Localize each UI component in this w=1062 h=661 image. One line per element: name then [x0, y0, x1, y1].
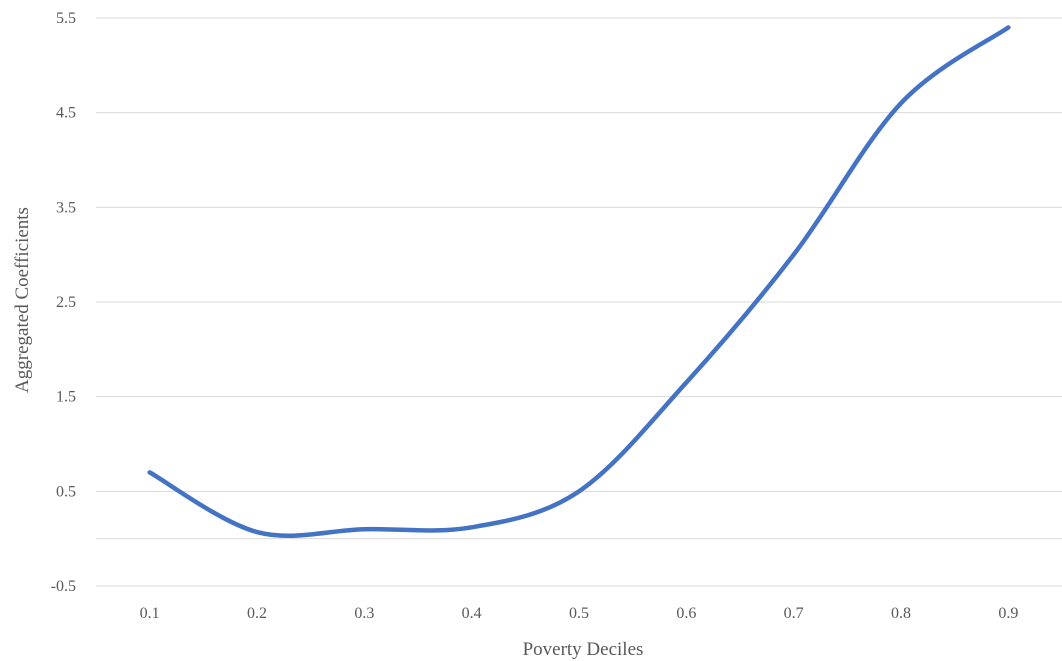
x-tick-label: 0.3: [354, 605, 374, 622]
x-tick-label: 0.1: [140, 605, 160, 622]
series-group: [147, 25, 1011, 538]
x-axis-tick-labels: 0.1 0.2 0.3 0.4 0.5 0.6 0.7 0.8 0.9: [140, 605, 1019, 622]
y-axis-tick-labels: -0.5 0.5 1.5 2.5 3.5 4.5 5.5: [51, 10, 76, 595]
y-tick-label: 0.5: [56, 483, 76, 500]
y-tick-label: -0.5: [51, 578, 76, 595]
y-tick-label: 1.5: [56, 389, 76, 406]
series-line-0: [147, 25, 1011, 538]
x-tick-label: 0.2: [247, 605, 267, 622]
x-tick-label: 0.9: [998, 605, 1018, 622]
x-tick-label: 0.6: [676, 605, 696, 622]
x-tick-label: 0.4: [462, 605, 482, 622]
x-tick-label: 0.5: [569, 605, 589, 622]
y-axis-title: Aggregated Coefficients: [12, 207, 33, 393]
x-tick-label: 0.8: [891, 605, 911, 622]
gridlines: [96, 17, 1062, 587]
y-tick-label: 3.5: [56, 199, 76, 216]
x-tick-label: 0.7: [784, 605, 804, 622]
y-tick-label: 4.5: [56, 105, 76, 122]
y-tick-label: 5.5: [56, 10, 76, 27]
y-tick-label: 2.5: [56, 294, 76, 311]
x-axis-title: Poverty Deciles: [523, 639, 644, 660]
